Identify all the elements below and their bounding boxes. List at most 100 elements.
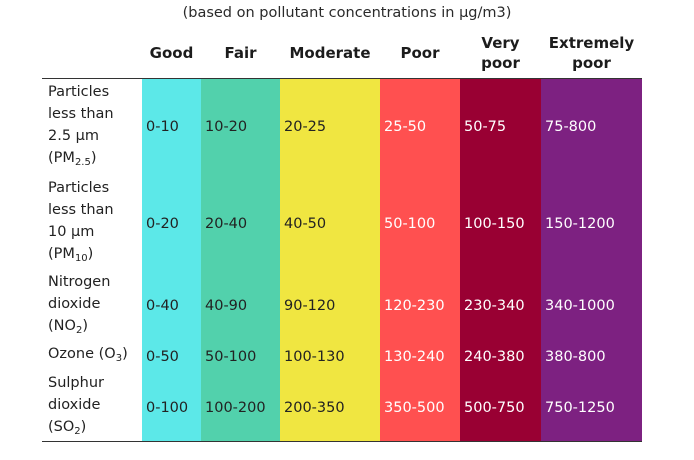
row-label-text: Sulphur dioxide (SO2) <box>48 372 104 443</box>
header-label-line: poor <box>572 54 611 72</box>
row-formula: (PM10) <box>48 246 94 264</box>
header-label: Fair <box>224 43 256 63</box>
band-very-poor <box>460 78 541 442</box>
row-formula: (SO2) <box>48 419 87 437</box>
header-label-line: Extremely <box>548 34 635 52</box>
header-label-line: Fair <box>224 44 257 62</box>
bottom-rule <box>42 441 642 442</box>
row-label-line: 10 µm <box>48 224 95 240</box>
cell-value: 0-40 <box>146 298 179 314</box>
formula-base: PM <box>53 149 75 166</box>
row-label: Sulphur dioxide (SO2) <box>48 373 142 442</box>
table-cell: 380-800 <box>541 341 642 372</box>
cell-value: 40-90 <box>205 298 248 314</box>
cell-value: 50-75 <box>464 119 507 135</box>
header-label-line: Poor <box>400 44 440 62</box>
cell-value: 230-340 <box>464 298 525 314</box>
formula-base: SO <box>53 419 75 435</box>
table-cell: 0-50 <box>142 341 201 372</box>
table-cell: 90-120 <box>280 272 380 340</box>
table-cell: 40-50 <box>280 176 380 271</box>
table-cell: 500-750 <box>460 373 541 442</box>
cell-value: 100-130 <box>284 348 345 365</box>
cell-value: 50-100 <box>205 348 257 365</box>
cell-value: 50-100 <box>384 215 436 232</box>
row-label-text: Nitrogen dioxide (NO2) <box>48 271 110 342</box>
table-cell: 100-200 <box>201 373 280 442</box>
formula-subscript: 2 <box>75 324 83 336</box>
table-cell: 75-800 <box>541 79 642 175</box>
cell-value: 750-1250 <box>545 399 615 416</box>
cell-value: 130-240 <box>384 348 445 365</box>
header-label: Very poor <box>481 33 520 73</box>
table-cell: 750-1250 <box>541 373 642 442</box>
cell-value: 100-200 <box>205 399 266 416</box>
table-cell: 40-90 <box>201 272 280 340</box>
table-cell: 0-40 <box>142 272 201 340</box>
header-rule <box>42 78 642 79</box>
table-cell: 20-40 <box>201 176 280 271</box>
header-label: Poor <box>400 43 439 63</box>
cell-value: 0-10 <box>146 119 179 135</box>
cell-value: 0-50 <box>146 348 179 365</box>
cell-value: 380-800 <box>545 348 606 365</box>
cell-value: 10-20 <box>205 119 248 135</box>
table-cell: 50-75 <box>460 79 541 175</box>
row-label-text: Particles less than 2.5 µm (PM2.5) <box>48 81 114 174</box>
band-extremely-poor <box>541 78 642 442</box>
table-caption: (based on pollutant concentrations in μg… <box>182 5 512 21</box>
row-label-line: less than <box>48 202 114 218</box>
formula-subscript: 2 <box>74 426 81 437</box>
band-fair <box>201 78 280 442</box>
cell-value: 120-230 <box>384 298 445 314</box>
row-label-line: dioxide <box>48 295 101 312</box>
row-label-line: Particles <box>48 83 110 100</box>
header-label: Moderate <box>289 43 370 63</box>
row-label-line: Ozone (O <box>48 346 116 362</box>
band-good <box>142 78 201 442</box>
formula-base: NO <box>53 317 76 334</box>
table-cell: 0-20 <box>142 176 201 271</box>
cell-value: 75-800 <box>545 119 597 135</box>
header-fair: Fair <box>201 28 280 78</box>
table-cell: 200-350 <box>280 373 380 442</box>
header-extremely-poor: Extremely poor <box>541 28 642 78</box>
table-cell: 50-100 <box>201 341 280 372</box>
row-label: Nitrogen dioxide (NO2) <box>48 272 142 340</box>
table-cell: 10-20 <box>201 79 280 175</box>
cell-value: 20-25 <box>284 119 327 135</box>
header-label: Extremely poor <box>549 33 634 73</box>
band-moderate <box>280 78 380 442</box>
table-cell: 130-240 <box>380 341 460 372</box>
cell-value: 500-750 <box>464 399 525 416</box>
header-label-line: Good <box>149 44 194 62</box>
cell-value: 90-120 <box>284 298 336 314</box>
row-label: Particles less than 10 µm (PM10) <box>48 176 142 271</box>
row-label-line: Particles <box>48 180 110 196</box>
header-label-line: poor <box>481 54 520 72</box>
cell-value: 0-20 <box>146 215 179 232</box>
cell-value: 40-50 <box>284 215 327 232</box>
cell-value: 200-350 <box>284 399 345 416</box>
table-cell: 340-1000 <box>541 272 642 340</box>
cell-value: 240-380 <box>464 348 525 365</box>
header-label-line: Moderate <box>289 44 371 62</box>
row-label: Particles less than 2.5 µm (PM2.5) <box>48 79 142 175</box>
table-cell: 150-1200 <box>541 176 642 271</box>
row-label: Ozone (O3) <box>48 341 142 372</box>
header-moderate: Moderate <box>280 28 380 78</box>
row-label-line: less than <box>48 105 114 122</box>
formula-base: PM <box>53 246 75 262</box>
table-cell: 230-340 <box>460 272 541 340</box>
header-label: Good <box>150 43 194 63</box>
table-cell: 0-10 <box>142 79 201 175</box>
header-good: Good <box>142 28 201 78</box>
row-formula: (PM2.5) <box>48 149 97 168</box>
table-cell: 120-230 <box>380 272 460 340</box>
row-label-line: Sulphur <box>48 375 104 391</box>
formula-subscript: 3 <box>115 353 123 364</box>
row-label-line: Nitrogen <box>48 273 111 290</box>
formula-subscript: 10 <box>74 253 88 264</box>
cell-value: 350-500 <box>384 399 445 416</box>
row-label-line: ) <box>122 346 128 362</box>
